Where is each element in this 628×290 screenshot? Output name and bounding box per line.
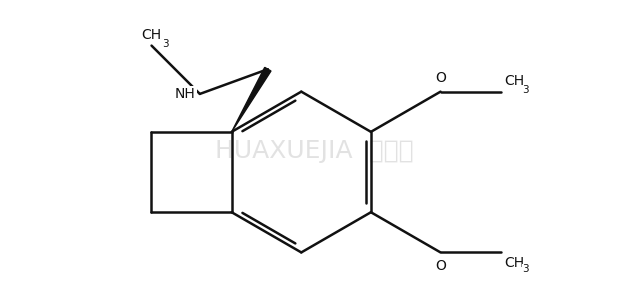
Text: 3: 3: [522, 264, 528, 275]
Text: 3: 3: [162, 39, 168, 49]
Text: NH: NH: [175, 87, 196, 101]
Text: HUAXUEJIA  化学加: HUAXUEJIA 化学加: [215, 139, 413, 163]
Text: 3: 3: [522, 85, 528, 95]
Text: CH: CH: [504, 74, 524, 88]
Text: O: O: [435, 259, 446, 273]
Text: CH: CH: [141, 28, 161, 41]
Polygon shape: [232, 67, 271, 132]
Text: O: O: [435, 71, 446, 85]
Text: CH: CH: [504, 256, 524, 271]
